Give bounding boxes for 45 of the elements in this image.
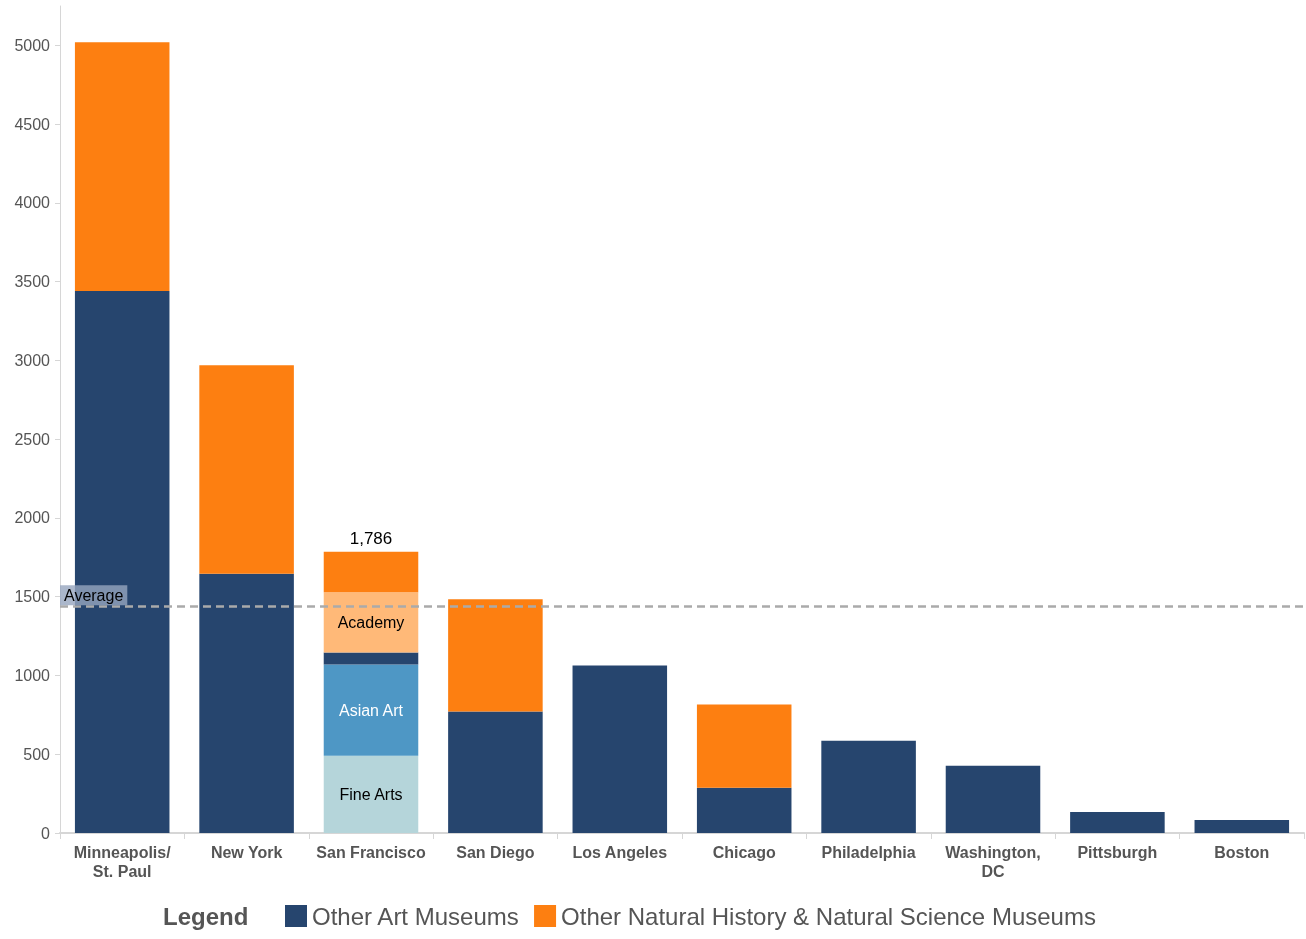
bar [572,665,668,833]
series-label: Asian Art [338,701,404,719]
y-tick-label: 2000 [14,509,51,527]
x-tick-label: San Diego [456,844,535,861]
x-tick-label: Boston [1214,844,1270,861]
legend-title: Legend [163,902,249,930]
legend-label: Other Natural History & Natural Science Museums [561,902,1096,930]
y-tick-label: 4000 [14,194,51,212]
x-tick-label: San Francisco [316,844,426,861]
x-tick-label: Philadelphia [821,844,916,861]
y-tick-label: 3000 [14,351,51,369]
bar [199,365,294,574]
y-tick-label: 500 [23,745,51,763]
bar [323,664,419,756]
bar [945,765,1041,833]
y-tick-label: 0 [41,824,51,842]
y-tick-label: 2500 [14,430,51,448]
bar [199,573,294,833]
legend-label: Other Art Museums [312,902,519,930]
series-label: Fine Arts [339,785,403,803]
y-tick-label: 1500 [14,588,51,606]
total-label: 1,786 [349,528,393,548]
series-label: Academy [337,613,405,631]
bar [448,599,543,712]
bar [74,42,170,292]
bar [323,652,419,665]
ref-line-label: Average [64,586,124,604]
y-tick-label: 4500 [14,115,51,133]
bar [696,704,792,788]
x-tick-label: Chicago [712,844,776,861]
x-tick-label: Los Angeles [572,844,668,861]
x-tick-label: Washington, DC [945,844,1041,880]
y-tick-label: 3500 [14,273,51,291]
y-tick-label: 5000 [14,36,51,54]
y-tick-label: 1000 [14,666,51,684]
bar [696,787,792,833]
bar [1070,811,1165,833]
bar [323,551,419,593]
bar [1194,819,1290,833]
x-tick-label: New York [210,844,283,861]
x-tick-label: Pittsburgh [1077,844,1158,861]
bar [821,740,916,833]
x-tick-label: Minneapolis/ St. Paul [73,844,172,880]
bar [323,755,419,833]
bar [448,711,543,833]
